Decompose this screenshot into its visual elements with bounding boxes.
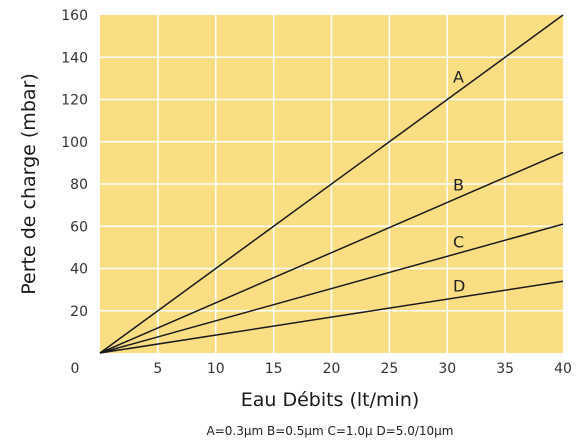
series-label-d: D	[453, 277, 465, 296]
y-tick-label: 20	[70, 304, 88, 320]
x-tick-label: 15	[265, 361, 283, 377]
series-lines	[99, 14, 564, 354]
x-tick-label: 35	[496, 361, 514, 377]
series-line-d	[99, 280, 564, 354]
series-line-a	[99, 14, 564, 354]
x-tick-label: 30	[438, 361, 456, 377]
series-labels: A B C D	[453, 68, 465, 296]
series-label-b: B	[453, 175, 464, 194]
y-tick-label: 40	[70, 262, 88, 278]
x-tick-label: 40	[554, 361, 572, 377]
x-tick-label: 20	[323, 361, 341, 377]
x-tick-label: 5	[153, 361, 162, 377]
y-tick-label: 100	[61, 135, 88, 151]
x-axis-ticks: 0 5 10 15 20 25 30 35 40	[71, 361, 572, 377]
x-tick-label: 10	[207, 361, 225, 377]
x-axis-title: Eau Débits (lt/min)	[241, 389, 420, 411]
y-tick-label: 160	[61, 8, 88, 24]
series-line-b	[99, 151, 564, 354]
y-axis-ticks: 20 40 60 80 100 120 140 160	[61, 8, 88, 320]
y-tick-label: 140	[61, 50, 88, 66]
series-label-a: A	[453, 68, 464, 87]
y-axis-title: Perte de charge (mbar)	[18, 73, 40, 295]
series-label-c: C	[453, 232, 464, 251]
x-tick-label: 0	[71, 361, 80, 377]
legend-note: A=0.3μm B=0.5μm C=1.0μ D=5.0/10μm	[207, 424, 454, 438]
x-tick-label: 25	[380, 361, 398, 377]
y-tick-label: 120	[61, 93, 88, 109]
series-line-c	[99, 223, 564, 354]
y-tick-label: 80	[70, 177, 88, 193]
y-tick-label: 60	[70, 219, 88, 235]
